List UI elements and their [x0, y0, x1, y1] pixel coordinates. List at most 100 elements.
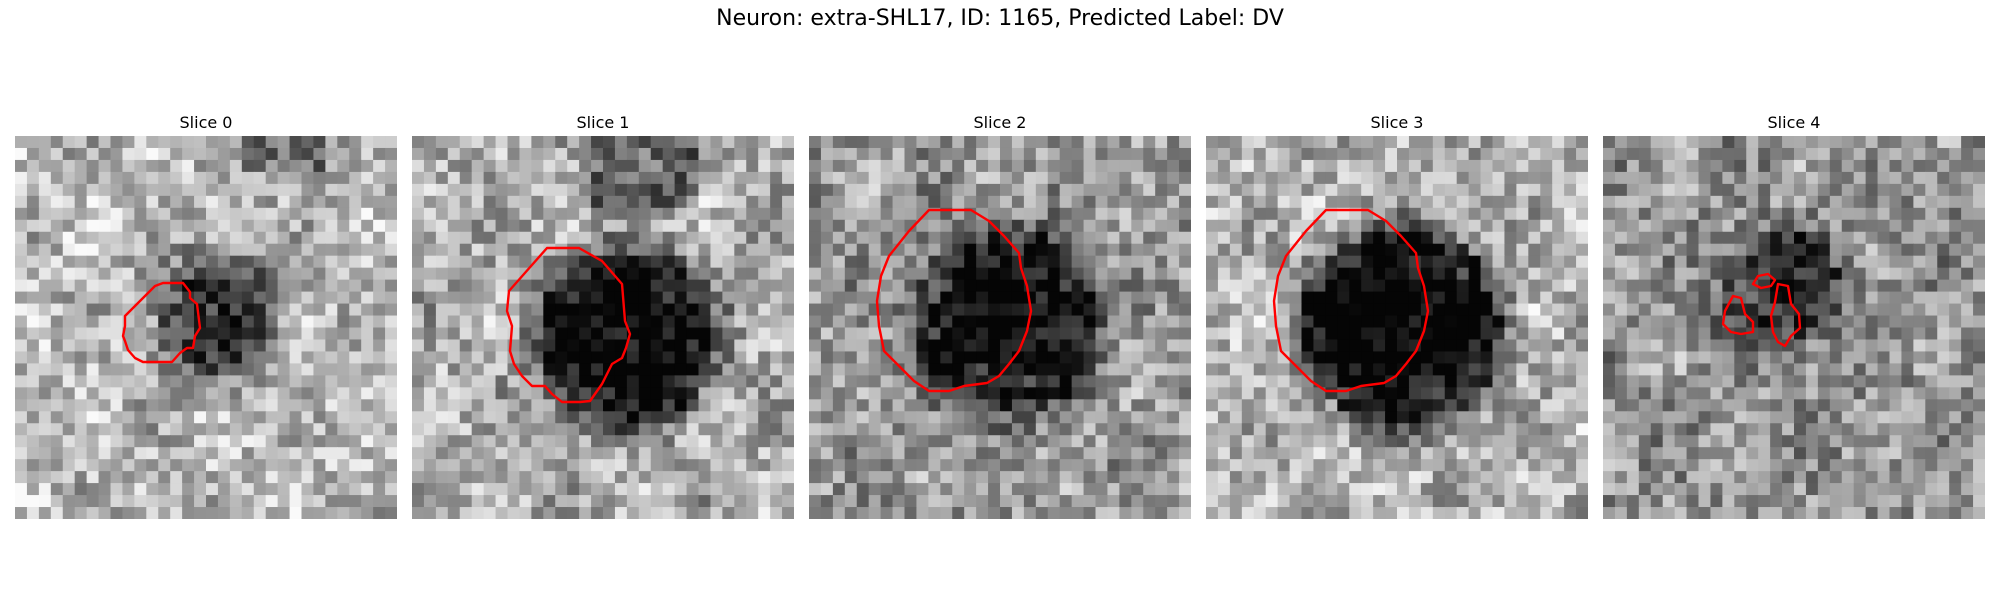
image-pixel — [1047, 495, 1061, 508]
image-pixel — [976, 399, 989, 412]
image-pixel — [758, 231, 771, 245]
image-pixel — [1710, 231, 1723, 245]
image-pixel — [626, 471, 640, 484]
image-pixel — [1949, 267, 1962, 281]
image-pixel — [1277, 303, 1291, 317]
image-pixel — [1325, 327, 1338, 341]
image-pixel — [1626, 363, 1640, 376]
image-pixel — [626, 459, 640, 472]
image-pixel — [686, 231, 700, 245]
image-pixel — [62, 315, 76, 329]
image-pixel — [1794, 279, 1807, 293]
image-pixel — [1638, 387, 1652, 400]
image-pixel — [1023, 483, 1037, 496]
image-pixel — [361, 303, 374, 317]
image-pixel — [964, 399, 977, 412]
image-pixel — [325, 375, 338, 388]
image-pixel — [820, 375, 834, 388]
image-pixel — [1626, 459, 1640, 472]
image-pixel — [1925, 375, 1938, 388]
image-pixel — [868, 171, 882, 185]
image-pixel — [1337, 171, 1350, 185]
image-pixel — [1782, 387, 1795, 400]
image-pixel — [1047, 267, 1061, 281]
image-pixel — [134, 411, 147, 424]
image-pixel — [1937, 303, 1950, 317]
image-pixel — [1241, 255, 1255, 269]
image-pixel — [832, 255, 846, 269]
image-pixel — [1397, 279, 1410, 293]
image-pixel — [1758, 243, 1771, 257]
image-pixel — [543, 267, 556, 281]
image-pixel — [710, 219, 723, 233]
image-pixel — [459, 411, 473, 424]
image-pixel — [483, 315, 497, 329]
image-pixel — [844, 183, 858, 197]
image-pixel — [325, 459, 338, 472]
image-pixel — [650, 471, 664, 484]
image-pixel — [734, 459, 747, 472]
image-pixel — [1047, 375, 1061, 388]
image-pixel — [1179, 459, 1191, 472]
image-pixel — [1782, 231, 1795, 245]
image-pixel — [880, 351, 894, 365]
image-pixel — [1408, 399, 1422, 412]
image-pixel — [194, 159, 207, 173]
image-pixel — [1047, 471, 1061, 484]
image-pixel — [1119, 183, 1132, 197]
image-pixel — [241, 363, 255, 376]
image-pixel — [892, 195, 906, 209]
image-pixel — [1468, 507, 1482, 519]
image-pixel — [988, 136, 1001, 149]
image-pixel — [146, 171, 159, 185]
image-pixel — [940, 279, 953, 293]
image-pixel — [471, 483, 485, 496]
image-pixel — [543, 411, 556, 424]
image-pixel — [26, 327, 40, 341]
image-pixel — [1035, 435, 1049, 448]
image-pixel — [1206, 171, 1219, 185]
image-pixel — [614, 483, 628, 496]
image-pixel — [337, 303, 350, 317]
image-pixel — [1626, 255, 1640, 269]
image-pixel — [253, 375, 267, 388]
image-pixel — [1937, 351, 1950, 365]
image-pixel — [1059, 471, 1073, 484]
image-pixel — [686, 363, 700, 376]
image-pixel — [1408, 291, 1422, 305]
image-pixel — [809, 291, 822, 305]
image-pixel — [591, 327, 604, 341]
image-pixel — [1794, 447, 1807, 460]
image-pixel — [361, 147, 374, 161]
image-pixel — [1794, 375, 1807, 388]
image-pixel — [1829, 447, 1843, 460]
image-pixel — [1674, 255, 1688, 269]
image-pixel — [1373, 243, 1386, 257]
image-pixel — [1349, 327, 1362, 341]
image-pixel — [1865, 303, 1879, 317]
image-pixel — [1516, 363, 1529, 376]
image-pixel — [289, 171, 303, 185]
image-pixel — [1107, 471, 1120, 484]
image-pixel — [325, 411, 338, 424]
image-pixel — [1420, 207, 1434, 221]
image-pixel — [1865, 171, 1879, 185]
image-pixel — [1071, 303, 1085, 317]
image-pixel — [674, 267, 688, 281]
image-pixel — [1095, 159, 1109, 173]
image-pixel — [844, 411, 858, 424]
image-pixel — [1794, 171, 1807, 185]
image-pixel — [1973, 375, 1985, 388]
image-pixel — [313, 136, 326, 149]
image-pixel — [1277, 315, 1291, 329]
image-pixel — [1277, 495, 1291, 508]
image-pixel — [158, 195, 171, 209]
image-pixel — [373, 291, 386, 305]
image-pixel — [844, 471, 858, 484]
image-pixel — [385, 351, 397, 365]
image-pixel — [1047, 171, 1061, 185]
image-pixel — [1373, 375, 1386, 388]
image-pixel — [1540, 483, 1553, 496]
image-pixel — [1444, 243, 1458, 257]
image-pixel — [170, 495, 183, 508]
